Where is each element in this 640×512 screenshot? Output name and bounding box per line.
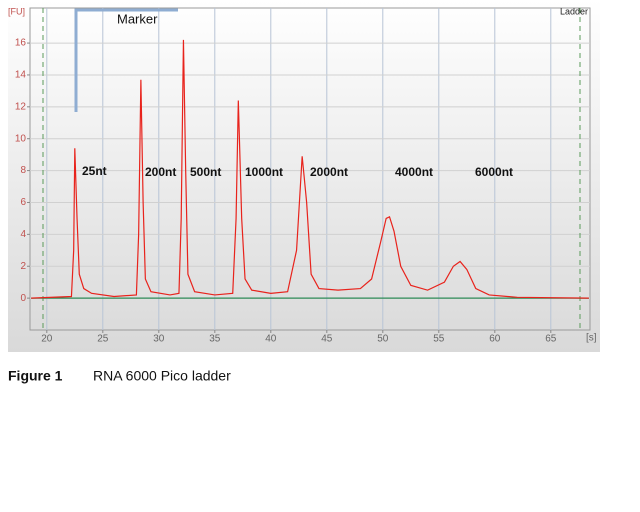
trace: [31, 39, 589, 299]
y-tick-label: 12: [15, 101, 27, 112]
peak-label: 4000nt: [395, 165, 433, 179]
caption-number: Figure 1: [8, 368, 63, 384]
y-tick-label: 14: [15, 70, 27, 81]
caption-text: RNA 6000 Pico ladder: [93, 368, 231, 384]
peak-label: 1000nt: [245, 165, 283, 179]
sample-name: Ladder: [560, 6, 588, 16]
x-tick-label: 30: [153, 334, 165, 345]
peak-label: 200nt: [145, 165, 176, 179]
peak-label: 2000nt: [310, 165, 348, 179]
x-tick-label: 40: [265, 334, 277, 345]
y-tick-label: 6: [20, 197, 26, 208]
x-tick-label: 65: [545, 334, 557, 345]
peak-label: 25nt: [82, 164, 107, 178]
y-tick-label: 0: [20, 293, 26, 304]
x-tick-label: 55: [433, 334, 445, 345]
peak-label: 6000nt: [475, 165, 513, 179]
x-tick-label: 25: [97, 334, 109, 345]
x-tick-label: 60: [489, 334, 501, 345]
marker-label: Marker: [117, 11, 158, 26]
marker-bracket: [74, 8, 178, 112]
plot-frame: [29, 7, 591, 331]
y-axis-label: [FU]: [8, 6, 25, 16]
y-tick-label: 4: [20, 229, 26, 240]
x-tick-label: 45: [321, 334, 333, 345]
x-tick-label: 35: [209, 334, 221, 345]
y-tick-label: 8: [20, 165, 26, 176]
x-tick-label: 50: [377, 334, 389, 345]
y-tick-label: 16: [15, 38, 27, 49]
y-tick-label: 2: [20, 261, 26, 272]
y-tick-label: 10: [15, 133, 27, 144]
x-axis-label: [s]: [586, 333, 597, 344]
peak-label: 500nt: [190, 165, 221, 179]
x-tick-label: 20: [41, 334, 53, 345]
